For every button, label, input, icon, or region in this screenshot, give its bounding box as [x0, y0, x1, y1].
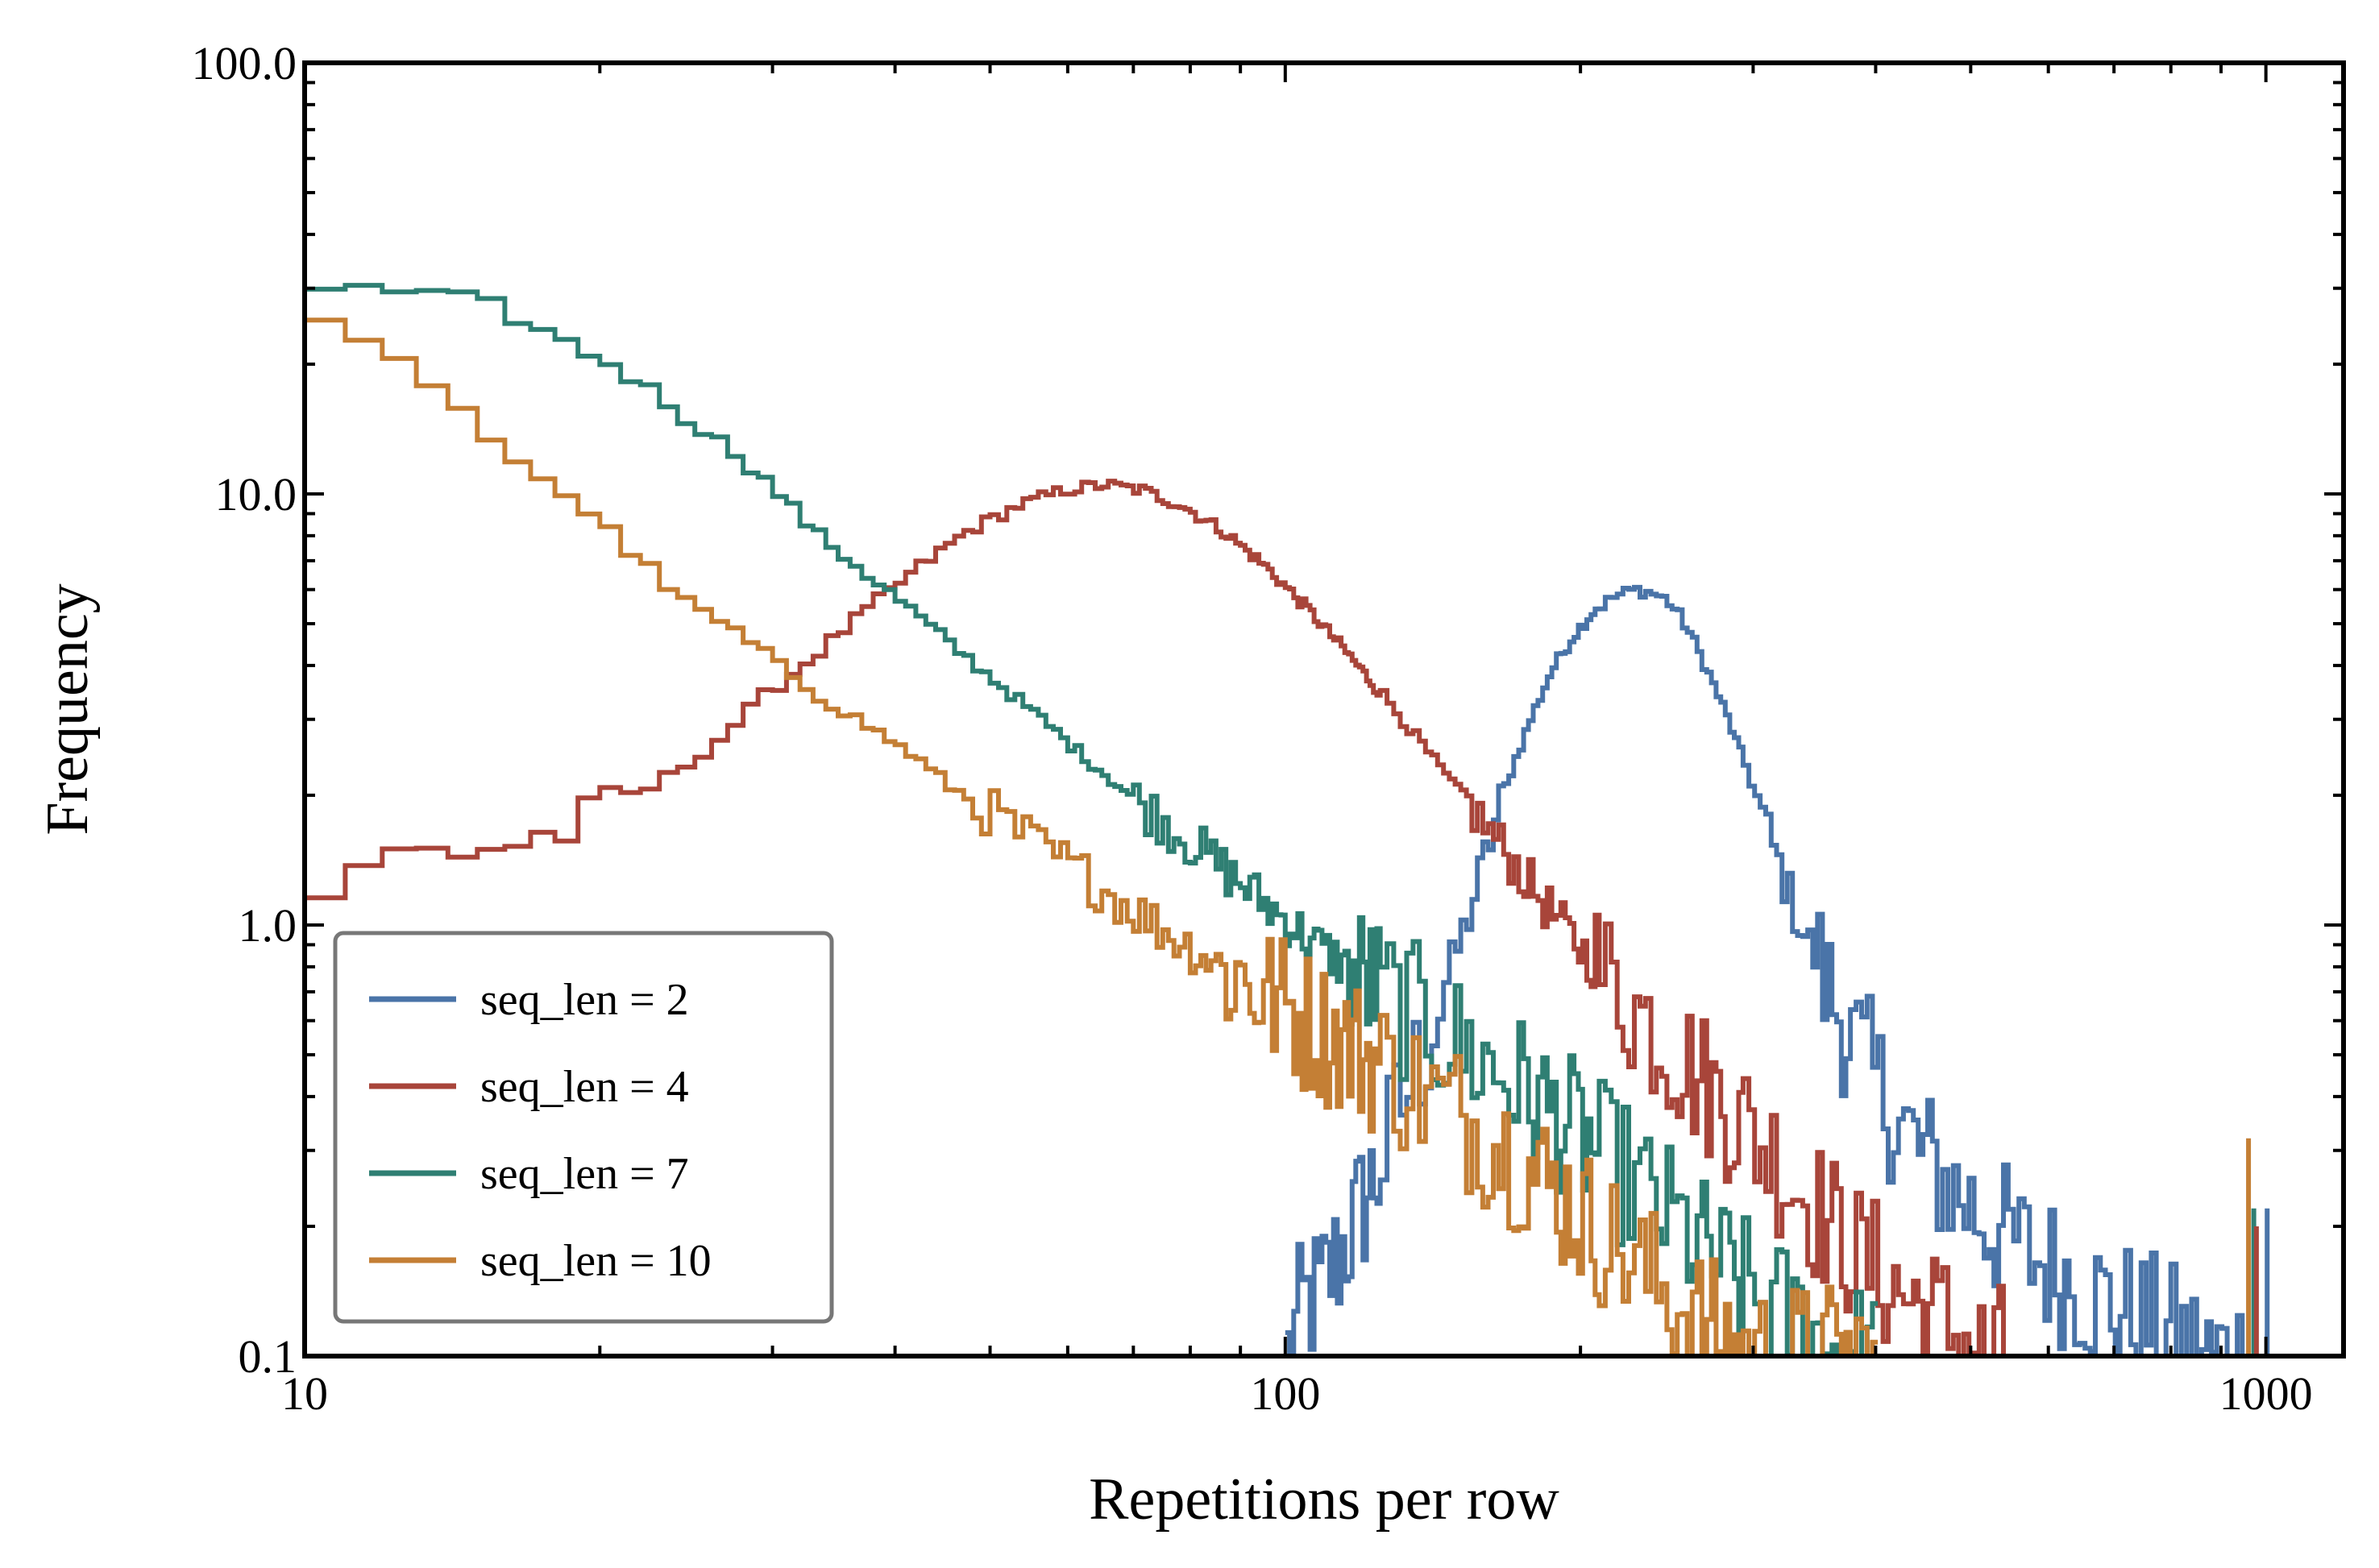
- y-tick-label: 10.0: [215, 468, 297, 521]
- series-line-2: [305, 283, 1879, 1356]
- legend: seq_len = 2 seq_len = 4 seq_len = 7 seq_len…: [333, 931, 834, 1324]
- x-tick-label: 1000: [2219, 1367, 2313, 1420]
- series-line-3: [305, 317, 1879, 1356]
- series-line-0: [1285, 584, 2260, 1356]
- x-axis-title: Repetitions per row: [1089, 1466, 1559, 1533]
- y-tick-label: 1.0: [239, 899, 297, 952]
- y-tick-label: 0.1: [239, 1330, 297, 1383]
- legend-label-3: seq_len = 10: [480, 1236, 712, 1286]
- series-layer: [305, 283, 2270, 1356]
- plot-frame: [302, 60, 2346, 1359]
- x-tick-label: 10: [281, 1367, 328, 1420]
- tick-labels: 10 100 1000 0.1 1.0 10.0 100.0: [192, 37, 2313, 1420]
- y-axis-title: Frequency: [35, 583, 101, 835]
- legend-box: [333, 931, 834, 1324]
- legend-label-1: seq_len = 4: [480, 1062, 689, 1112]
- legend-label-0: seq_len = 2: [480, 975, 689, 1025]
- y-tick-label: 100.0: [192, 37, 297, 89]
- series-line-1: [305, 479, 2011, 1356]
- x-tick-label: 100: [1250, 1367, 1320, 1420]
- legend-label-2: seq_len = 7: [480, 1149, 689, 1199]
